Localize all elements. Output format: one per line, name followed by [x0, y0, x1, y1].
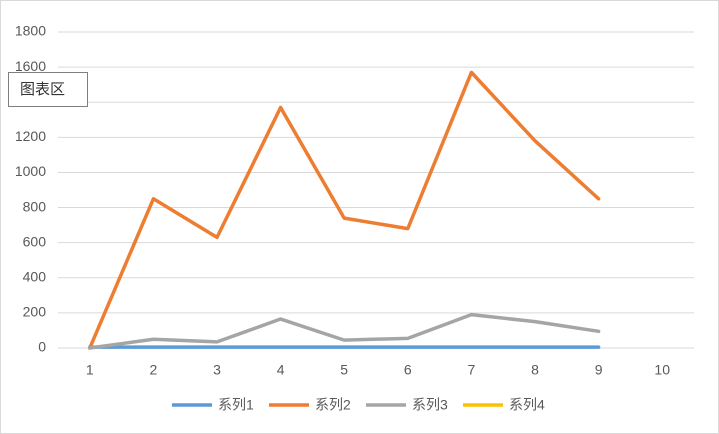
tooltip: 图表区 — [8, 72, 88, 107]
y-tick-label: 1800 — [15, 23, 46, 39]
x-tick-label: 10 — [654, 362, 670, 378]
series-line — [88, 312, 601, 350]
y-tick-label: 800 — [23, 198, 47, 214]
y-tick-label: 600 — [23, 233, 47, 249]
y-tick-label: 1200 — [15, 128, 46, 144]
y-tick-label: 0 — [38, 339, 46, 355]
legend: 系列1 系列2 系列3 系列4 — [172, 397, 545, 413]
x-tick-label: 3 — [213, 362, 221, 378]
x-tick-label: 5 — [340, 362, 348, 378]
x-tick-label: 6 — [404, 362, 412, 378]
x-tick-label: 4 — [277, 362, 285, 378]
legend-label: 系列4 — [509, 397, 545, 413]
x-tick-label: 8 — [531, 362, 539, 378]
series-line — [88, 70, 601, 350]
tooltip-text: 图表区 — [20, 81, 65, 98]
x-tick-label: 1 — [86, 362, 94, 378]
x-tick-label: 2 — [150, 362, 158, 378]
y-tick-label: 400 — [23, 268, 47, 284]
y-tick-label: 200 — [23, 304, 47, 320]
x-tick-label: 7 — [468, 362, 476, 378]
tooltip-box — [8, 72, 88, 107]
legend-label: 系列2 — [315, 397, 351, 413]
y-tick-label: 1600 — [15, 58, 46, 74]
legend-label: 系列3 — [412, 397, 448, 413]
x-tick-label: 9 — [595, 362, 603, 378]
legend-label: 系列1 — [218, 397, 254, 413]
y-tick-label: 1000 — [15, 163, 46, 179]
plot — [88, 70, 601, 350]
